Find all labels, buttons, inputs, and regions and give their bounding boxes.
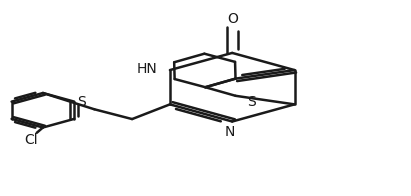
Text: O: O bbox=[227, 12, 238, 26]
Text: S: S bbox=[247, 95, 256, 109]
Text: HN: HN bbox=[137, 62, 158, 76]
Text: Cl: Cl bbox=[24, 133, 37, 147]
Text: S: S bbox=[78, 95, 86, 109]
Text: N: N bbox=[225, 125, 236, 139]
